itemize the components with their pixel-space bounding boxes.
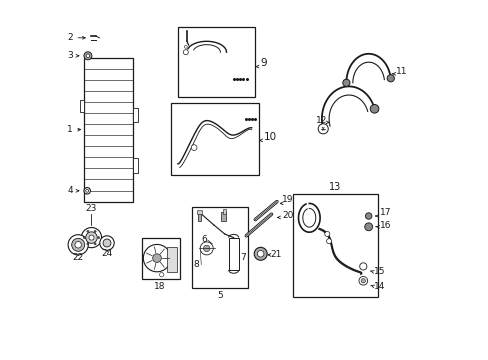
Bar [292, 194, 377, 297]
Circle shape [359, 263, 366, 270]
Text: 22: 22 [72, 253, 83, 262]
Circle shape [100, 236, 114, 250]
Bar [178, 27, 255, 97]
Text: 19: 19 [282, 195, 293, 204]
Circle shape [369, 104, 378, 113]
Bar [192, 207, 247, 288]
Text: 20: 20 [282, 211, 293, 220]
Circle shape [84, 188, 90, 194]
Circle shape [386, 75, 393, 82]
Bar [223, 209, 226, 214]
Text: 18: 18 [154, 282, 165, 291]
Bar [170, 103, 258, 175]
Circle shape [361, 279, 365, 283]
Bar [133, 108, 137, 122]
Circle shape [200, 242, 213, 255]
Circle shape [324, 231, 329, 237]
Text: 23: 23 [85, 204, 97, 213]
Text: 2: 2 [67, 33, 73, 42]
Text: 3: 3 [67, 51, 73, 60]
Circle shape [68, 235, 88, 255]
Circle shape [364, 223, 372, 231]
Circle shape [257, 251, 264, 257]
Circle shape [83, 237, 85, 239]
Text: 5: 5 [217, 292, 223, 300]
Circle shape [203, 245, 209, 252]
Circle shape [152, 254, 161, 262]
Circle shape [254, 247, 266, 260]
Bar [221, 212, 226, 221]
Circle shape [87, 230, 89, 233]
Circle shape [143, 244, 170, 272]
Circle shape [342, 79, 349, 86]
Text: 9: 9 [260, 58, 267, 68]
Text: 11: 11 [395, 68, 407, 77]
Circle shape [85, 232, 97, 243]
Bar [228, 238, 238, 270]
Circle shape [98, 237, 100, 239]
Text: 16: 16 [379, 220, 390, 230]
Text: 24: 24 [101, 249, 112, 258]
Circle shape [86, 54, 89, 58]
Circle shape [183, 50, 188, 55]
Circle shape [365, 213, 371, 219]
Circle shape [84, 52, 92, 60]
Bar [197, 213, 201, 221]
Circle shape [72, 238, 84, 251]
Circle shape [326, 239, 331, 244]
Bar [133, 158, 137, 173]
Circle shape [87, 243, 89, 245]
Text: 10: 10 [264, 132, 277, 142]
Circle shape [358, 276, 367, 285]
Text: 12: 12 [315, 116, 326, 125]
Text: 7: 7 [240, 253, 245, 262]
Text: 21: 21 [270, 251, 281, 259]
Text: 17: 17 [379, 208, 390, 217]
Bar [167, 247, 177, 272]
Bar [196, 210, 202, 214]
Text: 13: 13 [328, 182, 341, 192]
Circle shape [191, 145, 197, 150]
Text: 14: 14 [373, 282, 385, 291]
Circle shape [184, 45, 187, 48]
Text: 15: 15 [373, 267, 385, 276]
Text: 8: 8 [193, 260, 198, 269]
Circle shape [94, 243, 96, 245]
Circle shape [89, 235, 94, 240]
Text: 6: 6 [201, 235, 206, 244]
Bar [142, 238, 179, 279]
Circle shape [75, 242, 81, 248]
Text: 1: 1 [67, 125, 73, 134]
Circle shape [103, 239, 111, 247]
Circle shape [81, 228, 102, 248]
Circle shape [85, 189, 88, 192]
Bar [84, 58, 133, 202]
Circle shape [318, 124, 327, 134]
Text: 4: 4 [67, 186, 73, 195]
Circle shape [159, 273, 163, 277]
Bar [80, 100, 84, 112]
Circle shape [94, 230, 96, 233]
